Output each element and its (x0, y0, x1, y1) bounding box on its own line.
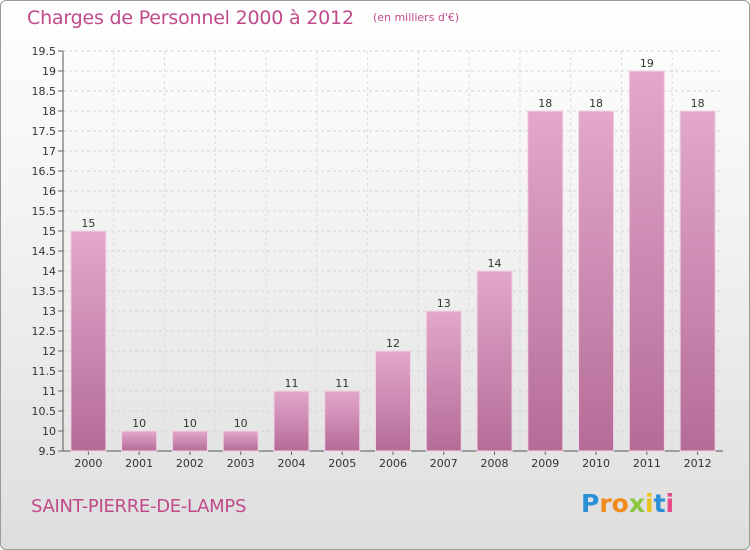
x-tick-label: 2006 (379, 457, 407, 470)
x-tick-label: 2003 (227, 457, 255, 470)
bar-value-label: 18 (538, 97, 552, 110)
bar-2005 (324, 390, 361, 452)
bar-2004 (273, 390, 310, 452)
y-tick-label: 13.5 (32, 285, 57, 298)
proxiti-logo: Proxiti (581, 489, 674, 518)
bar-value-label: 15 (81, 217, 95, 230)
y-tick-label: 14 (42, 265, 56, 278)
bar-value-label: 19 (640, 57, 654, 70)
y-tick-label: 9.5 (39, 445, 57, 458)
bar-value-label: 12 (386, 337, 400, 350)
y-tick-label: 10 (42, 425, 56, 438)
y-tick-label: 19.5 (32, 45, 57, 58)
bar-value-label: 10 (183, 417, 197, 430)
y-tick-label: 15.5 (32, 205, 57, 218)
bar-value-label: 13 (437, 297, 451, 310)
y-tick-label: 13 (42, 305, 56, 318)
logo-letter: i (645, 489, 654, 518)
labels: 9.5 10 10.5 11 11.5 12 12.5 13 13.5 14 14.5 15 15.5 1… (32, 45, 712, 470)
commune-name: SAINT-PIERRE-DE-LAMPS (31, 496, 247, 517)
bar-value-label: 10 (132, 417, 146, 430)
bar-value-label: 10 (234, 417, 248, 430)
y-tick-label: 14.5 (32, 245, 57, 258)
x-tick-label: 2008 (481, 457, 509, 470)
logo-letter: t (653, 489, 666, 518)
bar-2012 (679, 110, 716, 452)
y-tick-label: 17 (42, 145, 56, 158)
y-tick-label: 16.5 (32, 165, 57, 178)
y-tick-label: 19 (42, 65, 56, 78)
x-tick-label: 2002 (176, 457, 204, 470)
logo-letter: x (628, 489, 645, 518)
chart-title: Charges de Personnel 2000 à 2012 (27, 7, 354, 29)
x-tick-label: 2012 (684, 457, 712, 470)
bar-2006 (375, 350, 411, 452)
y-tick-label: 12 (42, 345, 56, 358)
bar-2008 (476, 270, 513, 452)
y-tick-label: 12.5 (32, 325, 57, 338)
logo-letter: o (611, 489, 629, 518)
bar-value-label: 18 (691, 97, 705, 110)
logo-letter: r (599, 489, 612, 518)
y-tick-label: 18 (42, 105, 56, 118)
x-tick-label: 2009 (531, 457, 559, 470)
y-tick-label: 11 (42, 385, 56, 398)
bar-2001 (121, 430, 158, 452)
x-tick-label: 2010 (582, 457, 610, 470)
bar-2000 (70, 230, 107, 452)
x-tick-label: 2000 (74, 457, 102, 470)
logo-letter: i (665, 489, 675, 518)
y-tick-label: 11.5 (32, 365, 57, 378)
bar-2010 (578, 110, 615, 452)
bar-2011 (628, 70, 665, 452)
x-tick-label: 2001 (125, 457, 153, 470)
y-tick-label: 18.5 (32, 85, 57, 98)
bar-value-label: 18 (589, 97, 603, 110)
bar-2009 (527, 110, 564, 452)
y-tick-label: 16 (42, 185, 56, 198)
bars (70, 70, 716, 452)
title-row: Charges de Personnel 2000 à 2012 (en mil… (27, 7, 459, 29)
bar-2007 (425, 310, 462, 452)
chart-subtitle: (en milliers d'€) (372, 11, 460, 24)
bar-value-label: 11 (335, 377, 349, 390)
bar-2003 (222, 430, 259, 452)
bar-value-label: 11 (284, 377, 298, 390)
bar-value-label: 14 (488, 257, 502, 270)
x-tick-label: 2004 (277, 457, 305, 470)
x-tick-label: 2011 (633, 457, 661, 470)
logo-letter: P (581, 489, 600, 518)
x-tick-label: 2007 (430, 457, 458, 470)
y-tick-label: 10.5 (32, 405, 57, 418)
y-tick-label: 15 (42, 225, 56, 238)
y-tick-label: 17.5 (32, 125, 57, 138)
bar-2002 (171, 430, 208, 452)
x-tick-label: 2005 (328, 457, 356, 470)
